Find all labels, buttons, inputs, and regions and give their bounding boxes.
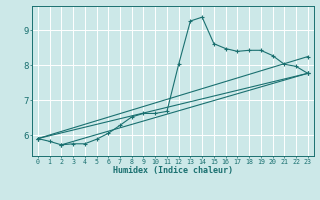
X-axis label: Humidex (Indice chaleur): Humidex (Indice chaleur) [113, 166, 233, 175]
